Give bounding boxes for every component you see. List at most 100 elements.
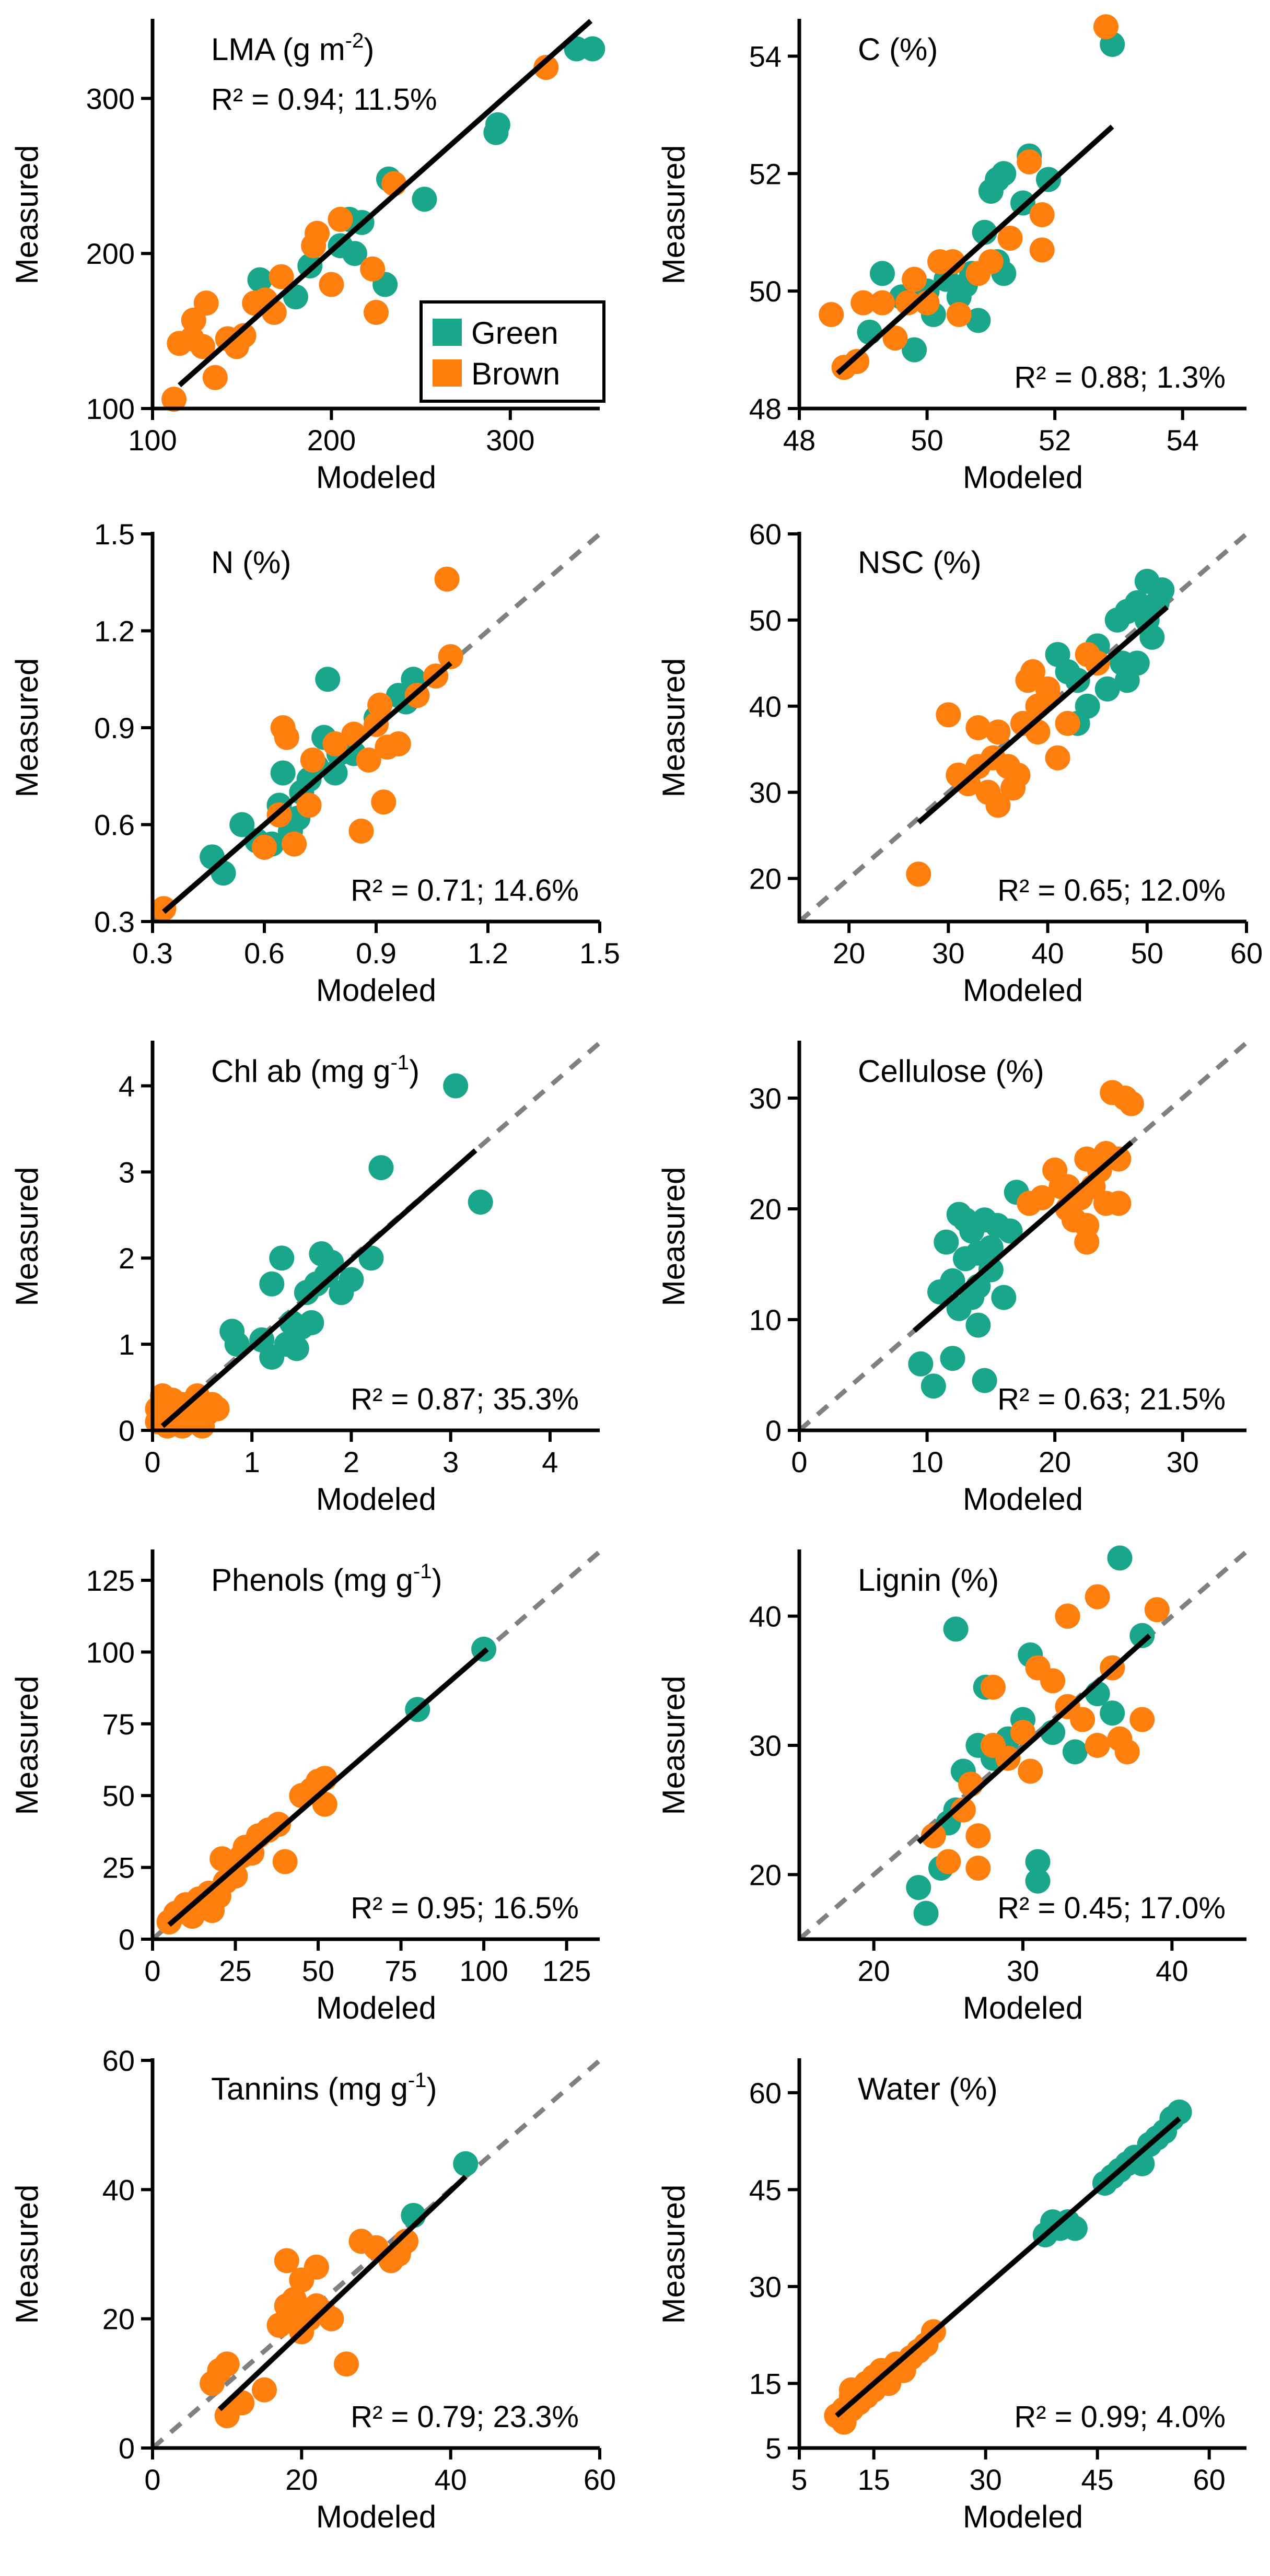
data-point-brown [1029, 202, 1055, 227]
r2-stat: R² = 0.79; 23.3% [351, 2400, 579, 2434]
x-axis-title: Modeled [316, 1990, 436, 2025]
y-tick-label: 50 [749, 275, 782, 308]
data-point-green [269, 1245, 295, 1271]
y-axis-title: Measured [656, 1167, 691, 1307]
data-point-brown [1035, 676, 1061, 702]
data-point-brown [844, 349, 870, 375]
data-point-brown [921, 1823, 946, 1849]
series-brown [819, 14, 1118, 380]
y-tick-label: 4 [119, 1069, 135, 1102]
data-point-brown [1085, 1733, 1110, 1758]
x-tick-label: 0 [791, 1446, 807, 1478]
data-point-green [1149, 577, 1175, 603]
data-point-green [1062, 2216, 1088, 2241]
data-point-brown [1106, 1146, 1132, 1172]
data-point-brown [367, 692, 393, 718]
y-tick-label: 25 [102, 1851, 135, 1884]
data-point-brown [965, 715, 991, 740]
x-tick-label: 75 [385, 1954, 417, 1987]
data-point-green [368, 1155, 394, 1181]
data-point-green [358, 1245, 384, 1271]
data-point-brown [272, 1849, 298, 1874]
data-point-green [857, 319, 882, 345]
fit-line [160, 1148, 477, 1428]
data-point-brown [341, 721, 367, 747]
data-point-brown [161, 387, 187, 412]
data-point-green [270, 760, 296, 786]
data-point-brown [1114, 1739, 1140, 1765]
y-axis-title: Measured [9, 2185, 44, 2324]
data-point-green [1100, 1700, 1125, 1726]
data-point-green [342, 241, 367, 266]
data-point-brown [1029, 237, 1055, 263]
series-brown [906, 642, 1110, 887]
data-point-brown [1010, 1720, 1035, 1745]
y-tick-label: 30 [749, 776, 782, 809]
data-point-brown [819, 302, 844, 328]
data-point-brown [936, 702, 961, 728]
x-tick-label: 60 [1230, 937, 1263, 970]
panel-title: Tannins (mg g-1) [211, 2069, 437, 2106]
panel-title: Lignin (%) [858, 1563, 999, 1598]
x-tick-label: 0 [144, 2463, 160, 2496]
one-to-one-line [798, 1549, 1248, 1941]
panel-title: N (%) [211, 545, 291, 580]
panel-title: Chl ab (mg g-1) [211, 1051, 420, 1089]
fit-line [167, 1647, 489, 1927]
y-axis-title: Measured [9, 1167, 44, 1307]
legend-swatch-brown [433, 359, 462, 387]
data-point-brown [360, 256, 386, 282]
y-tick-label: 125 [86, 1564, 135, 1597]
data-point-brown [269, 264, 294, 289]
x-tick-label: 52 [1039, 424, 1071, 457]
data-point-brown [838, 2377, 864, 2403]
r2-stat: R² = 0.87; 35.3% [351, 1382, 579, 1416]
y-tick-label: 40 [749, 1600, 782, 1633]
data-point-brown [296, 792, 322, 818]
panel-phenols: 0 25 50 75 100 125 0 25 50 75 100 125 Modeled Measure… [9, 1549, 601, 2025]
y-tick-label: 0.6 [94, 809, 135, 842]
data-point-green [211, 860, 236, 886]
x-tick-label: 100 [459, 1954, 508, 1987]
data-point-brown [1055, 710, 1080, 736]
x-tick-label: 0.6 [244, 937, 285, 970]
y-tick-label: 52 [749, 157, 782, 190]
x-tick-label: 1 [244, 1446, 260, 1478]
fit-line [916, 1634, 1151, 1845]
series-green [908, 1180, 1029, 1399]
data-point-brown [1020, 659, 1046, 684]
y-tick-label: 40 [749, 690, 782, 723]
fit-line [835, 2116, 1181, 2418]
legend: Green Brown [420, 300, 605, 403]
r2-stat: R² = 0.65; 12.0% [997, 873, 1226, 907]
data-point-green [908, 1351, 934, 1377]
x-tick-label: 20 [858, 1954, 890, 1987]
r2-stat: R² = 0.95; 16.5% [351, 1891, 579, 1925]
data-point-green [1025, 1849, 1051, 1874]
series-brown [200, 2229, 419, 2429]
data-point-green [229, 812, 255, 837]
x-tick-label: 0.3 [132, 937, 173, 970]
x-tick-label: 48 [783, 424, 815, 457]
x-tick-label: 0.9 [356, 937, 397, 970]
panel-title: NSC (%) [858, 545, 982, 580]
y-tick-label: 60 [749, 518, 782, 551]
data-point-brown [902, 266, 927, 292]
y-tick-label: 30 [749, 2270, 782, 2303]
data-point-brown [997, 225, 1023, 251]
data-point-green [965, 308, 991, 333]
x-axis-title: Modeled [316, 460, 436, 495]
panel-title: Cellulose (%) [858, 1054, 1044, 1089]
data-point-brown [895, 290, 921, 316]
x-tick-label: 0 [144, 1954, 160, 1987]
data-point-brown [274, 2248, 299, 2274]
y-axis-title: Measured [656, 658, 691, 798]
y-tick-label: 0.9 [94, 712, 135, 744]
data-point-brown [282, 831, 307, 857]
r2-stat: R² = 0.45; 17.0% [997, 1891, 1226, 1925]
x-tick-label: 40 [435, 2463, 467, 2496]
x-tick-label: 1.2 [468, 937, 508, 970]
data-point-green [453, 2151, 479, 2176]
y-tick-label: 100 [86, 392, 135, 425]
data-point-brown [328, 206, 353, 232]
